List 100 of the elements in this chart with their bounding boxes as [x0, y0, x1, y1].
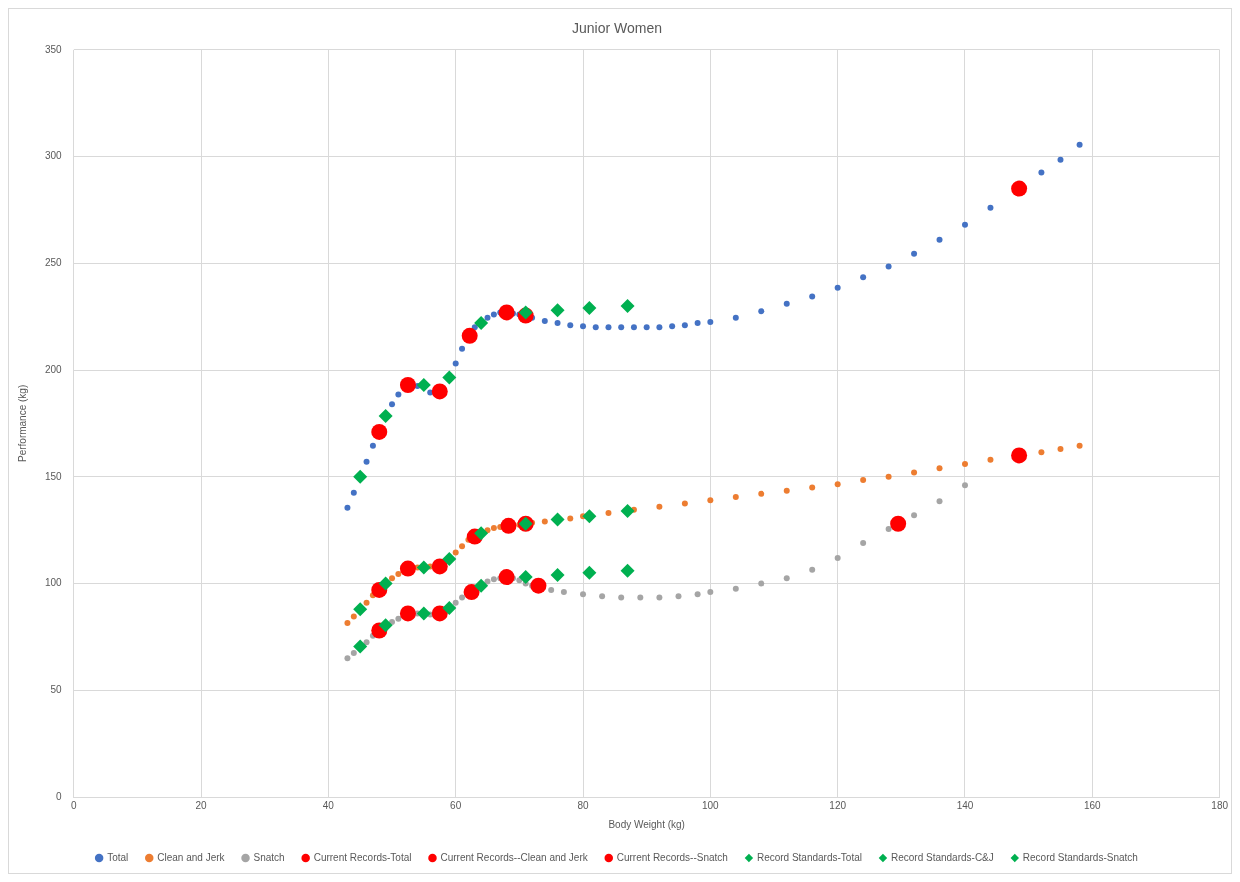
point	[783, 575, 790, 582]
point	[620, 563, 635, 578]
y-tick-label: 150	[45, 470, 63, 482]
point	[834, 284, 841, 291]
point	[350, 489, 357, 496]
point	[809, 293, 816, 300]
point	[885, 526, 892, 533]
point	[656, 594, 663, 601]
point	[554, 320, 561, 327]
point	[550, 303, 565, 318]
point	[389, 401, 396, 408]
point	[452, 360, 459, 367]
point	[1038, 449, 1045, 456]
point	[834, 554, 841, 561]
point	[1057, 446, 1064, 453]
point	[344, 620, 351, 627]
point	[518, 570, 533, 585]
point	[707, 318, 714, 325]
point	[580, 323, 587, 330]
point	[987, 456, 994, 463]
point	[518, 305, 533, 320]
point	[911, 250, 918, 257]
point	[490, 576, 497, 583]
point	[618, 594, 625, 601]
y-tick-label: 200	[45, 363, 63, 375]
point	[860, 274, 867, 281]
point	[416, 377, 431, 392]
point	[1076, 141, 1083, 148]
point	[541, 317, 548, 324]
point	[860, 539, 867, 546]
point	[599, 593, 606, 600]
point	[707, 497, 714, 504]
y-tick-label: 0	[56, 790, 63, 802]
point	[363, 599, 370, 606]
point	[620, 503, 635, 518]
point	[399, 376, 416, 393]
point	[582, 565, 597, 580]
point	[1011, 447, 1028, 464]
point	[461, 327, 478, 344]
point	[681, 322, 688, 329]
point	[630, 324, 637, 331]
point	[442, 370, 457, 385]
point	[592, 324, 599, 331]
legend-label: Record Standards-C&J	[890, 851, 994, 863]
legend-label: Current Records-Total	[313, 851, 412, 863]
y-axis-title: Performance (kg)	[16, 384, 28, 463]
point	[363, 458, 370, 465]
point	[783, 487, 790, 494]
point	[530, 577, 547, 594]
point	[371, 423, 388, 440]
point	[936, 465, 943, 472]
legend-label: Record Standards-Snatch	[1022, 851, 1138, 863]
point	[474, 578, 489, 593]
point	[758, 580, 765, 587]
point	[1057, 156, 1064, 163]
point	[694, 320, 701, 327]
point	[936, 498, 943, 505]
point	[834, 481, 841, 488]
x-tick-label: 80	[577, 799, 590, 811]
point	[416, 560, 431, 575]
point	[378, 618, 393, 633]
point	[605, 324, 612, 331]
point	[656, 503, 663, 510]
point	[474, 316, 489, 331]
legend-label: Clean and Jerk	[157, 851, 226, 863]
point	[885, 263, 892, 270]
point	[395, 391, 402, 398]
x-tick-label: 120	[829, 799, 847, 811]
point	[459, 543, 466, 550]
point	[344, 504, 351, 511]
point	[389, 575, 396, 582]
point	[732, 494, 739, 501]
chart-title: Junior Women	[571, 20, 663, 37]
point	[809, 566, 816, 573]
point	[431, 605, 448, 622]
point	[463, 584, 480, 601]
point	[353, 639, 368, 654]
point	[962, 482, 968, 489]
x-tick-label: 160	[1083, 799, 1102, 811]
point	[548, 586, 555, 593]
x-tick-label: 40	[322, 799, 335, 811]
point	[885, 473, 892, 480]
point	[962, 460, 968, 467]
point	[490, 311, 497, 318]
x-tick-label: 0	[70, 799, 77, 811]
point	[399, 560, 416, 577]
point	[560, 589, 567, 596]
point	[431, 383, 448, 400]
point	[580, 591, 587, 598]
point	[936, 236, 943, 243]
legend-label: Total	[107, 851, 129, 863]
point	[369, 442, 376, 449]
point	[498, 304, 515, 321]
x-axis-title: Body Weight (kg)	[608, 818, 685, 830]
x-tick-label: 60	[450, 799, 462, 811]
point	[643, 324, 650, 331]
point	[962, 221, 968, 228]
point	[582, 301, 597, 316]
point	[344, 655, 351, 662]
point	[860, 476, 867, 483]
